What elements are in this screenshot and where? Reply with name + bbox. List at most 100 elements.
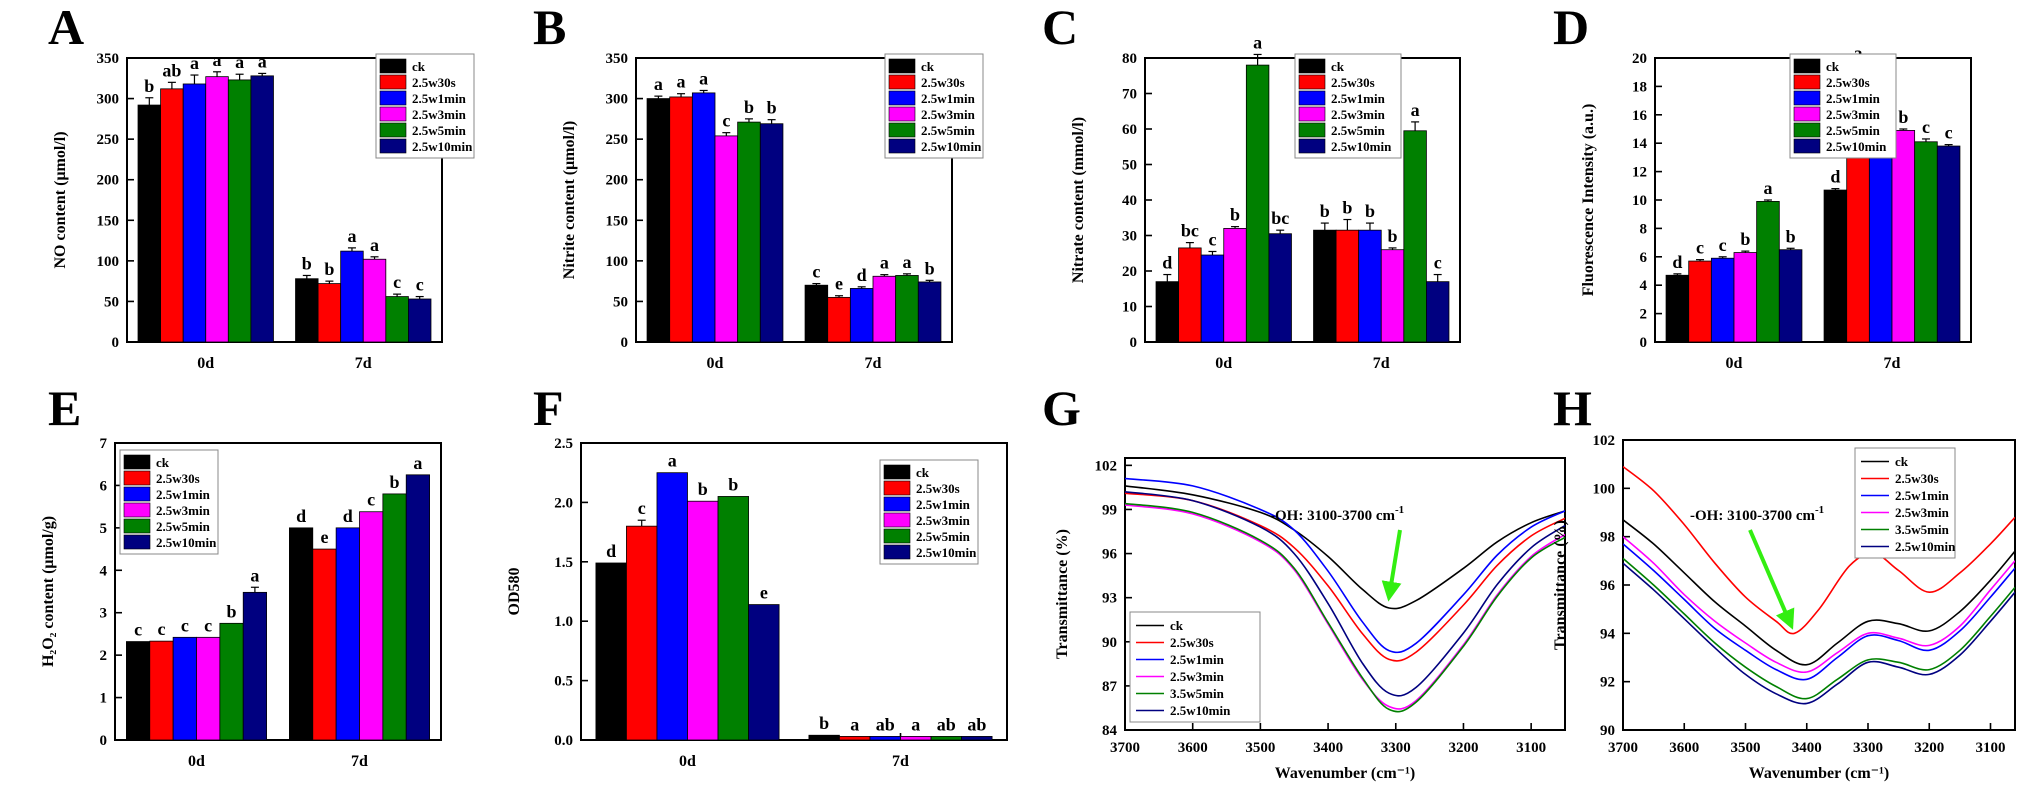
significance-letter-F: a [911,714,920,734]
legend-label-D: 2.5w1min [1826,91,1881,106]
significance-letter-C: b [1342,198,1352,218]
x-tick-label-H: 3500 [1731,740,1761,756]
legend-label-A: 2.5w30s [412,75,456,90]
category-label-E: 0d [188,753,205,770]
y-tick-label-D: 2 [1640,307,1648,323]
legend-swatch-D [1793,138,1821,154]
y-axis-label-B: Nitrite content (μmol/l) [561,121,578,279]
panel-letter-H: H [1553,380,1592,436]
significance-letter-D: c [1719,235,1727,255]
legend-swatch-B [888,90,916,106]
significance-letter-D: a [1854,43,1863,63]
y-tick-label-H: 102 [1593,433,1616,449]
y-tick-label-F: 1.0 [554,614,573,630]
bar-D [1733,252,1758,343]
significance-letter-B: a [654,74,663,94]
series-line-H [1623,543,2015,681]
y-tick-label-E: 5 [100,521,108,537]
bar-C [1223,227,1247,343]
panel-letter-C: C [1042,0,1078,55]
category-label-B: 7d [865,355,882,372]
significance-letter-D: b [1740,229,1750,249]
y-tick-label-H: 98 [1600,530,1615,546]
y-tick-label-F: 1.5 [554,555,573,571]
significance-letter-A: a [258,51,267,71]
bar-A [317,283,342,343]
bar-B [917,281,942,343]
legend-swatch-E [123,486,151,502]
bar-F [900,736,932,741]
bar-E [335,527,360,741]
bar-E [126,641,151,741]
y-tick-label-D: 16 [1632,108,1648,124]
panel-D: D 0 2 4 6 8 10 12 14 16 18 20 Fluorescence Intensity… [1553,0,1972,372]
legend-label-C: 2.5w5min [1331,123,1386,138]
bar-B [872,275,897,343]
legend-label-D: 2.5w5min [1826,123,1881,138]
x-tick-label-H: 3400 [1792,740,1822,756]
significance-letter-B: a [677,72,686,92]
bar-B [759,123,784,343]
legend-label-B: 2.5w3min [921,107,976,122]
significance-letter-F: ab [967,714,986,734]
significance-letter-A: c [416,275,424,295]
bar-C [1155,281,1180,343]
significance-letter-D: b [1786,226,1796,246]
y-tick-label-G: 87 [1102,679,1118,695]
plot-frame-A [126,57,443,343]
y-tick-label-E: 3 [100,606,108,622]
significance-letter-F: e [760,583,768,603]
bar-B [804,284,829,343]
legend-label-C: 2.5w30s [1331,75,1375,90]
legend-swatch-B [888,74,916,90]
legend-box-G [1129,611,1261,723]
bar-C [1426,281,1450,343]
legend-label-F: 2.5w1min [916,497,971,512]
bar-B [737,121,761,343]
y-tick-label-H: 90 [1600,723,1615,739]
legend-label-H: 2.5w3min [1895,505,1950,520]
significance-letter-C: a [1411,100,1420,120]
legend-swatch-C [1298,74,1326,90]
legend-label-H: ck [1895,454,1909,469]
y-tick-label-D: 8 [1640,221,1648,237]
legend-swatch-C [1298,106,1326,122]
category-label-F: 0d [679,753,696,770]
bar-A [295,278,319,343]
legend-swatch-A [379,138,407,154]
significance-letter-F: c [638,498,646,518]
significance-letter-B: a [880,253,889,273]
legend-label-G: 2.5w1min [1170,652,1225,667]
legend-label-A: 2.5w5min [412,123,467,138]
y-tick-label-C: 80 [1122,51,1137,67]
significance-letter-E: b [227,601,237,621]
x-tick-label-G: 3700 [1110,740,1140,756]
bar-C [1268,233,1292,343]
series-line-G [1125,492,1565,662]
bar-C [1335,229,1360,343]
y-axis-label-F: OD580 [506,568,523,616]
significance-letter-E: e [320,527,328,547]
y-axis-label-G: Transmittance (%) [1054,529,1071,659]
bar-E [196,636,221,741]
legend-swatch-E [123,518,151,534]
significance-letter-A: ab [162,60,181,80]
bar-E [172,636,197,741]
y-tick-label-A: 0 [112,335,120,351]
significance-letter-A: a [347,226,356,246]
legend-H: ck 2.5w30s 2.5w1min 2.5w3min 3.5w5min 2.5w10m… [1854,447,1956,559]
legend-swatch-C [1298,58,1326,74]
y-tick-label-D: 14 [1632,136,1648,152]
legend-E: ck2.5w30s2.5w1min2.5w3min2.5w5min2.5w10m… [119,449,219,555]
legend-label-A: 2.5w10min [412,139,473,154]
legend-swatch-F [883,544,911,560]
legend-swatch-D [1793,106,1821,122]
legend-swatch-F [883,496,911,512]
y-tick-label-G: 84 [1102,723,1118,739]
y-tick-label-B: 150 [606,213,629,229]
x-tick-label-G: 3600 [1178,740,1208,756]
category-label-C: 7d [1373,355,1390,372]
x-tick-label-G: 3300 [1381,740,1411,756]
legend-swatch-F [883,480,911,496]
legend-label-B: ck [921,59,935,74]
